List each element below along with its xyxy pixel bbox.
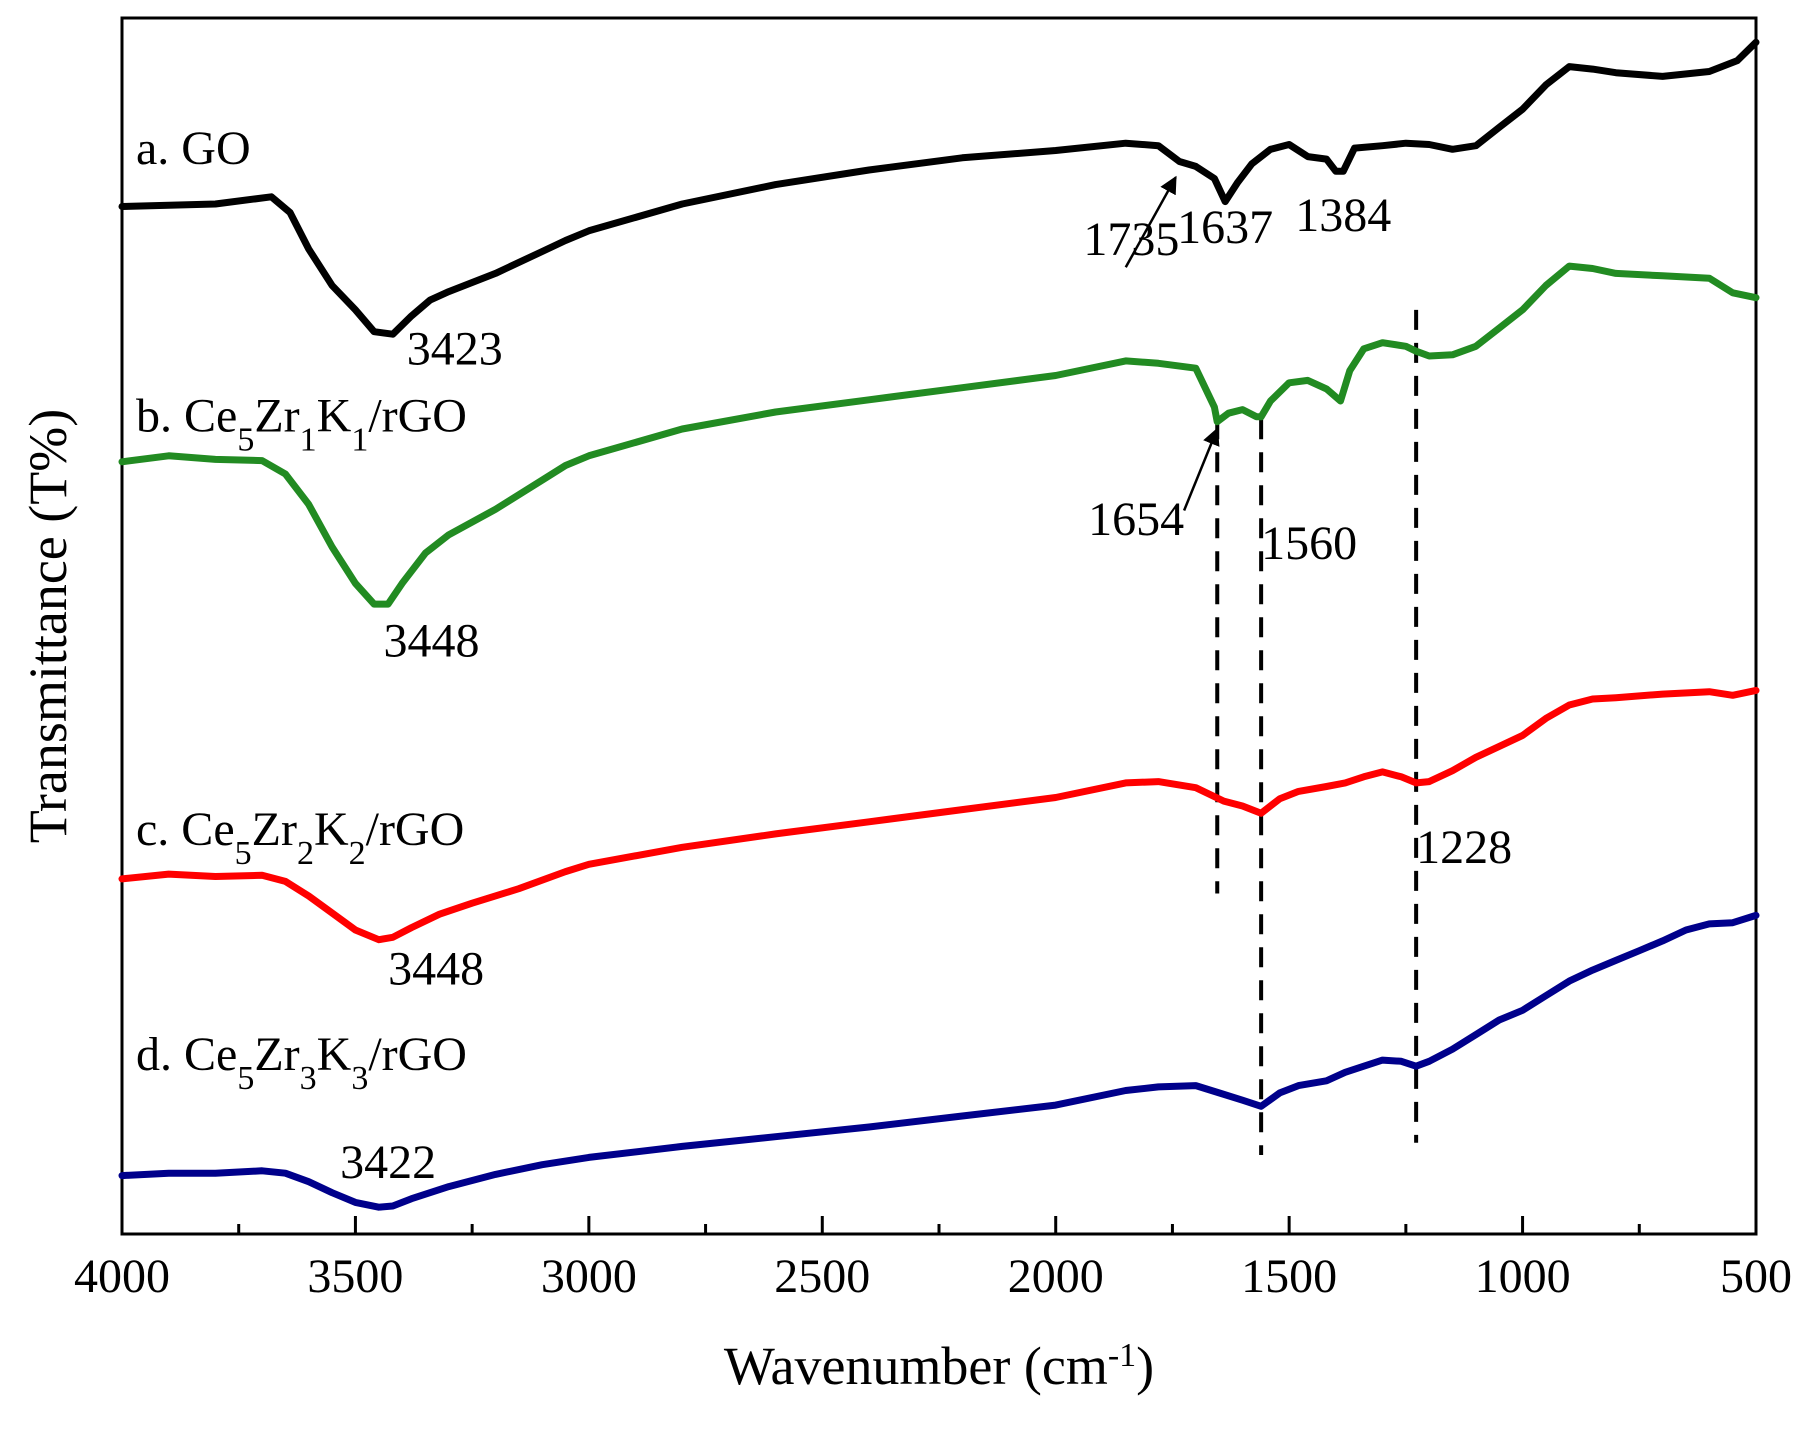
series-line-ce5zr1k1 — [118, 262, 1760, 608]
series-line-ce5zr3k3 — [118, 911, 1760, 1211]
peak-arrows — [1124, 175, 1220, 511]
peak-arrow — [1182, 427, 1220, 511]
reference-lines — [1215, 309, 1419, 1155]
peak-label: 1384 — [1295, 189, 1391, 242]
x-tick-label: 3000 — [541, 1250, 637, 1303]
x-axis-title: Wavenumber (cm-1) — [724, 1336, 1154, 1396]
x-tick-label: 1000 — [1475, 1250, 1571, 1303]
x-tick-label: 2500 — [774, 1250, 870, 1303]
x-axis-title-sup: -1 — [1108, 1337, 1136, 1374]
x-tick-label: 3500 — [307, 1250, 403, 1303]
peak-label: 3423 — [407, 323, 503, 376]
peak-label: 1228 — [1416, 821, 1512, 874]
x-axis-title-close: ) — [1136, 1336, 1154, 1396]
peak-label: 3448 — [383, 614, 479, 667]
x-axis-title-text: Wavenumber (cm — [724, 1336, 1108, 1396]
x-tick-label: 2000 — [1008, 1250, 1104, 1303]
series-label-ce5zr3k3: d. Ce5Zr3K3/rGO — [136, 1028, 467, 1097]
series-label-ce5zr1k1: b. Ce5Zr1K1/rGO — [136, 389, 467, 458]
series-line-go — [118, 38, 1760, 338]
y-axis-title: Transmittance (T%) — [18, 409, 78, 843]
series-label-ce5zr2k2: c. Ce5Zr2K2/rGO — [136, 803, 464, 872]
series-line-ce5zr2k2 — [118, 686, 1760, 944]
x-axis-ticks — [120, 1216, 1758, 1234]
plot-frame — [120, 16, 1758, 1236]
peak-label: 3448 — [388, 943, 484, 996]
x-tick-label: 1500 — [1241, 1250, 1337, 1303]
peak-label: 1637 — [1177, 201, 1273, 254]
peak-label: 1654 — [1088, 493, 1184, 546]
plot-border — [120, 16, 1758, 1236]
peak-label: 3422 — [340, 1136, 436, 1189]
series-label-go: a. GO — [136, 122, 251, 175]
x-tick-label: 4000 — [74, 1250, 170, 1303]
series-labels: a. GO b. Ce5Zr1K1/rGO c. Ce5Zr2K2/rGO d. Ce… — [136, 122, 467, 1096]
peak-label: 1560 — [1261, 517, 1357, 570]
peak-arrow — [1124, 175, 1177, 268]
x-tick-label: 500 — [1720, 1250, 1792, 1303]
x-axis-tick-labels: 4000 3500 3000 2500 2000 1500 1000 500 — [74, 1250, 1792, 1303]
series-lines — [118, 38, 1760, 1211]
